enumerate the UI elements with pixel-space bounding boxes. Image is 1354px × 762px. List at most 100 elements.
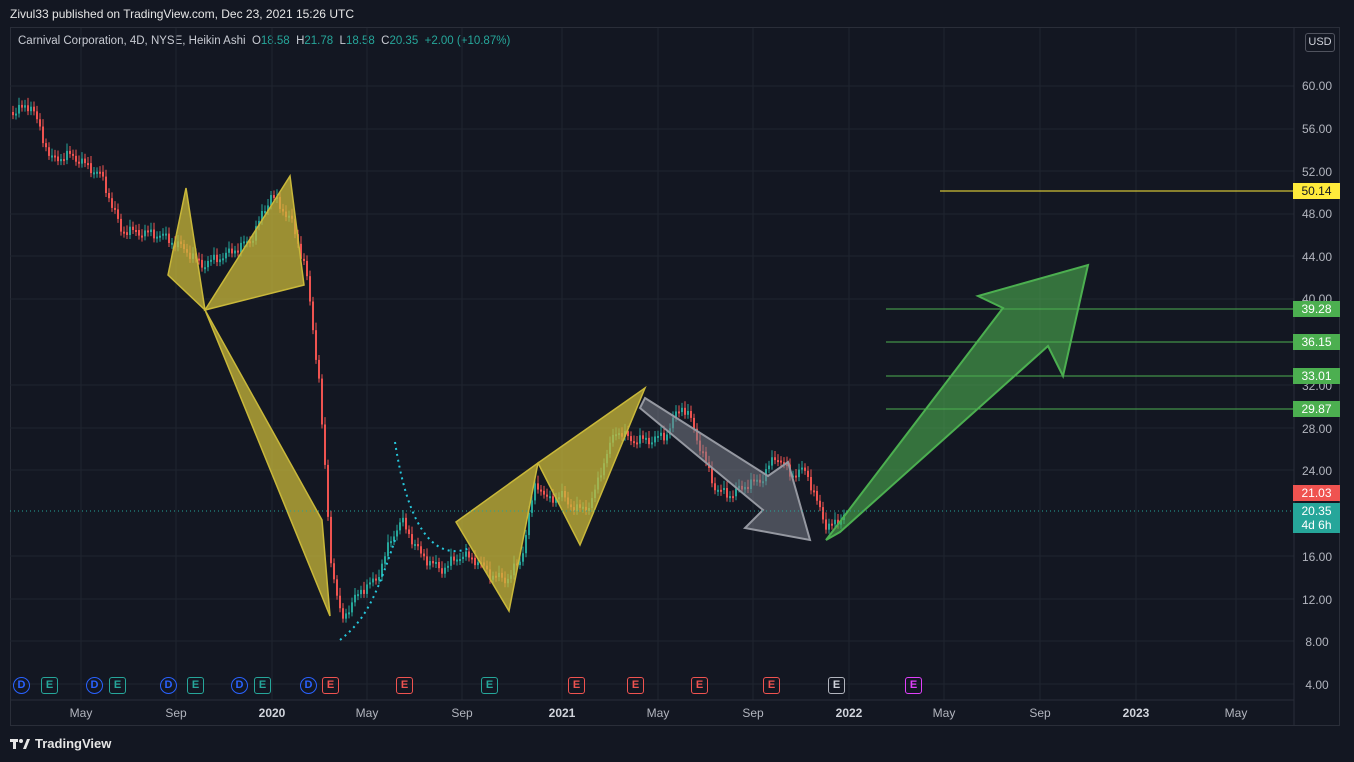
y-tick: 52.00 — [1301, 165, 1333, 179]
candle-body — [231, 248, 233, 254]
earnings-marker[interactable]: E — [627, 677, 644, 694]
candle-body — [111, 198, 113, 208]
candle-body — [687, 410, 689, 415]
candle-body — [81, 158, 83, 164]
candle-body — [663, 432, 665, 441]
earnings-marker[interactable]: E — [396, 677, 413, 694]
candle-body — [447, 565, 449, 568]
x-tick: Sep — [742, 706, 764, 720]
candle-body — [75, 155, 77, 162]
candle-body — [12, 112, 14, 116]
candle-body — [423, 553, 425, 557]
earnings-marker[interactable]: E — [691, 677, 708, 694]
earnings-marker[interactable]: E — [187, 677, 204, 694]
candle-body — [141, 235, 143, 238]
candle-body — [390, 541, 392, 544]
candle-body — [27, 105, 29, 112]
candle-body — [105, 176, 107, 194]
candle-body — [471, 557, 473, 560]
candle-body — [834, 519, 836, 525]
candle-body — [246, 241, 248, 244]
candle-body — [330, 516, 332, 564]
earnings-marker[interactable]: E — [481, 677, 498, 694]
candle-body — [93, 172, 95, 175]
candle-body — [51, 155, 53, 158]
candle-body — [384, 556, 386, 564]
tradingview-logo[interactable]: TradingView — [10, 736, 111, 751]
dividend-marker[interactable]: D — [160, 677, 177, 694]
candle-body — [735, 488, 737, 497]
earnings-marker[interactable]: E — [109, 677, 126, 694]
candle-body — [477, 562, 479, 566]
earnings-marker[interactable]: E — [254, 677, 271, 694]
candle-body — [411, 534, 413, 545]
dotted-curve — [394, 441, 471, 553]
candle-body — [312, 301, 314, 331]
x-tick: Sep — [451, 706, 473, 720]
dividend-marker[interactable]: D — [86, 677, 103, 694]
y-tick: 16.00 — [1301, 550, 1333, 564]
candle-body — [357, 594, 359, 597]
candle-body — [633, 441, 635, 444]
earnings-marker[interactable]: E — [828, 677, 845, 694]
candle-body — [537, 483, 539, 490]
candle-body — [660, 432, 662, 436]
candle-body — [327, 464, 329, 517]
candle-body — [552, 496, 554, 503]
candle-body — [273, 195, 275, 198]
candle-body — [270, 195, 272, 206]
candle-body — [30, 106, 32, 112]
candle-body — [468, 551, 470, 558]
candle-body — [801, 467, 803, 470]
earnings-marker[interactable]: E — [763, 677, 780, 694]
candle-body — [441, 568, 443, 574]
y-tick: 8.00 — [1305, 635, 1329, 649]
pattern-leg-3 — [204, 309, 331, 617]
candle-body — [726, 488, 728, 498]
candle-body — [426, 556, 428, 566]
candle-body — [42, 126, 44, 144]
candle-body — [693, 417, 695, 429]
candle-body — [720, 489, 722, 492]
candle-body — [780, 460, 782, 463]
candle-body — [78, 161, 80, 164]
candle-body — [798, 469, 800, 478]
candle-body — [711, 467, 713, 484]
currency-button[interactable]: USD — [1305, 33, 1335, 52]
price-tag-29: 29.87 — [1293, 401, 1340, 417]
close-value: 20.35 — [389, 35, 419, 47]
price-tag-33: 33.01 — [1293, 368, 1340, 384]
candle-body — [723, 488, 725, 491]
dividend-marker[interactable]: D — [231, 677, 248, 694]
candle-body — [549, 496, 551, 499]
candle-body — [639, 435, 641, 444]
candle-body — [54, 155, 56, 158]
candle-body — [366, 584, 368, 594]
candle-body — [207, 260, 209, 268]
candle-body — [363, 589, 365, 594]
candle-body — [261, 211, 263, 221]
earnings-marker[interactable]: E — [322, 677, 339, 694]
candle-body — [168, 233, 170, 244]
candle-body — [519, 561, 521, 566]
candle-body — [165, 233, 167, 236]
candle-body — [432, 561, 434, 564]
candle-body — [243, 241, 245, 244]
earnings-marker[interactable]: E — [568, 677, 585, 694]
high-label: H — [296, 35, 305, 47]
dividend-marker[interactable]: D — [13, 677, 30, 694]
candle-body — [375, 578, 377, 581]
dividend-marker[interactable]: D — [300, 677, 317, 694]
candle-body — [528, 512, 530, 536]
up-arrow — [825, 263, 1090, 541]
candle-body — [201, 259, 203, 268]
candle-body — [444, 567, 446, 574]
candle-body — [813, 490, 815, 493]
earnings-marker[interactable]: E — [905, 677, 922, 694]
candle-body — [675, 411, 677, 418]
earnings-marker[interactable]: E — [41, 677, 58, 694]
x-tick: May — [355, 706, 379, 720]
pattern-leg-4 — [455, 461, 540, 614]
candle-body — [120, 218, 122, 232]
